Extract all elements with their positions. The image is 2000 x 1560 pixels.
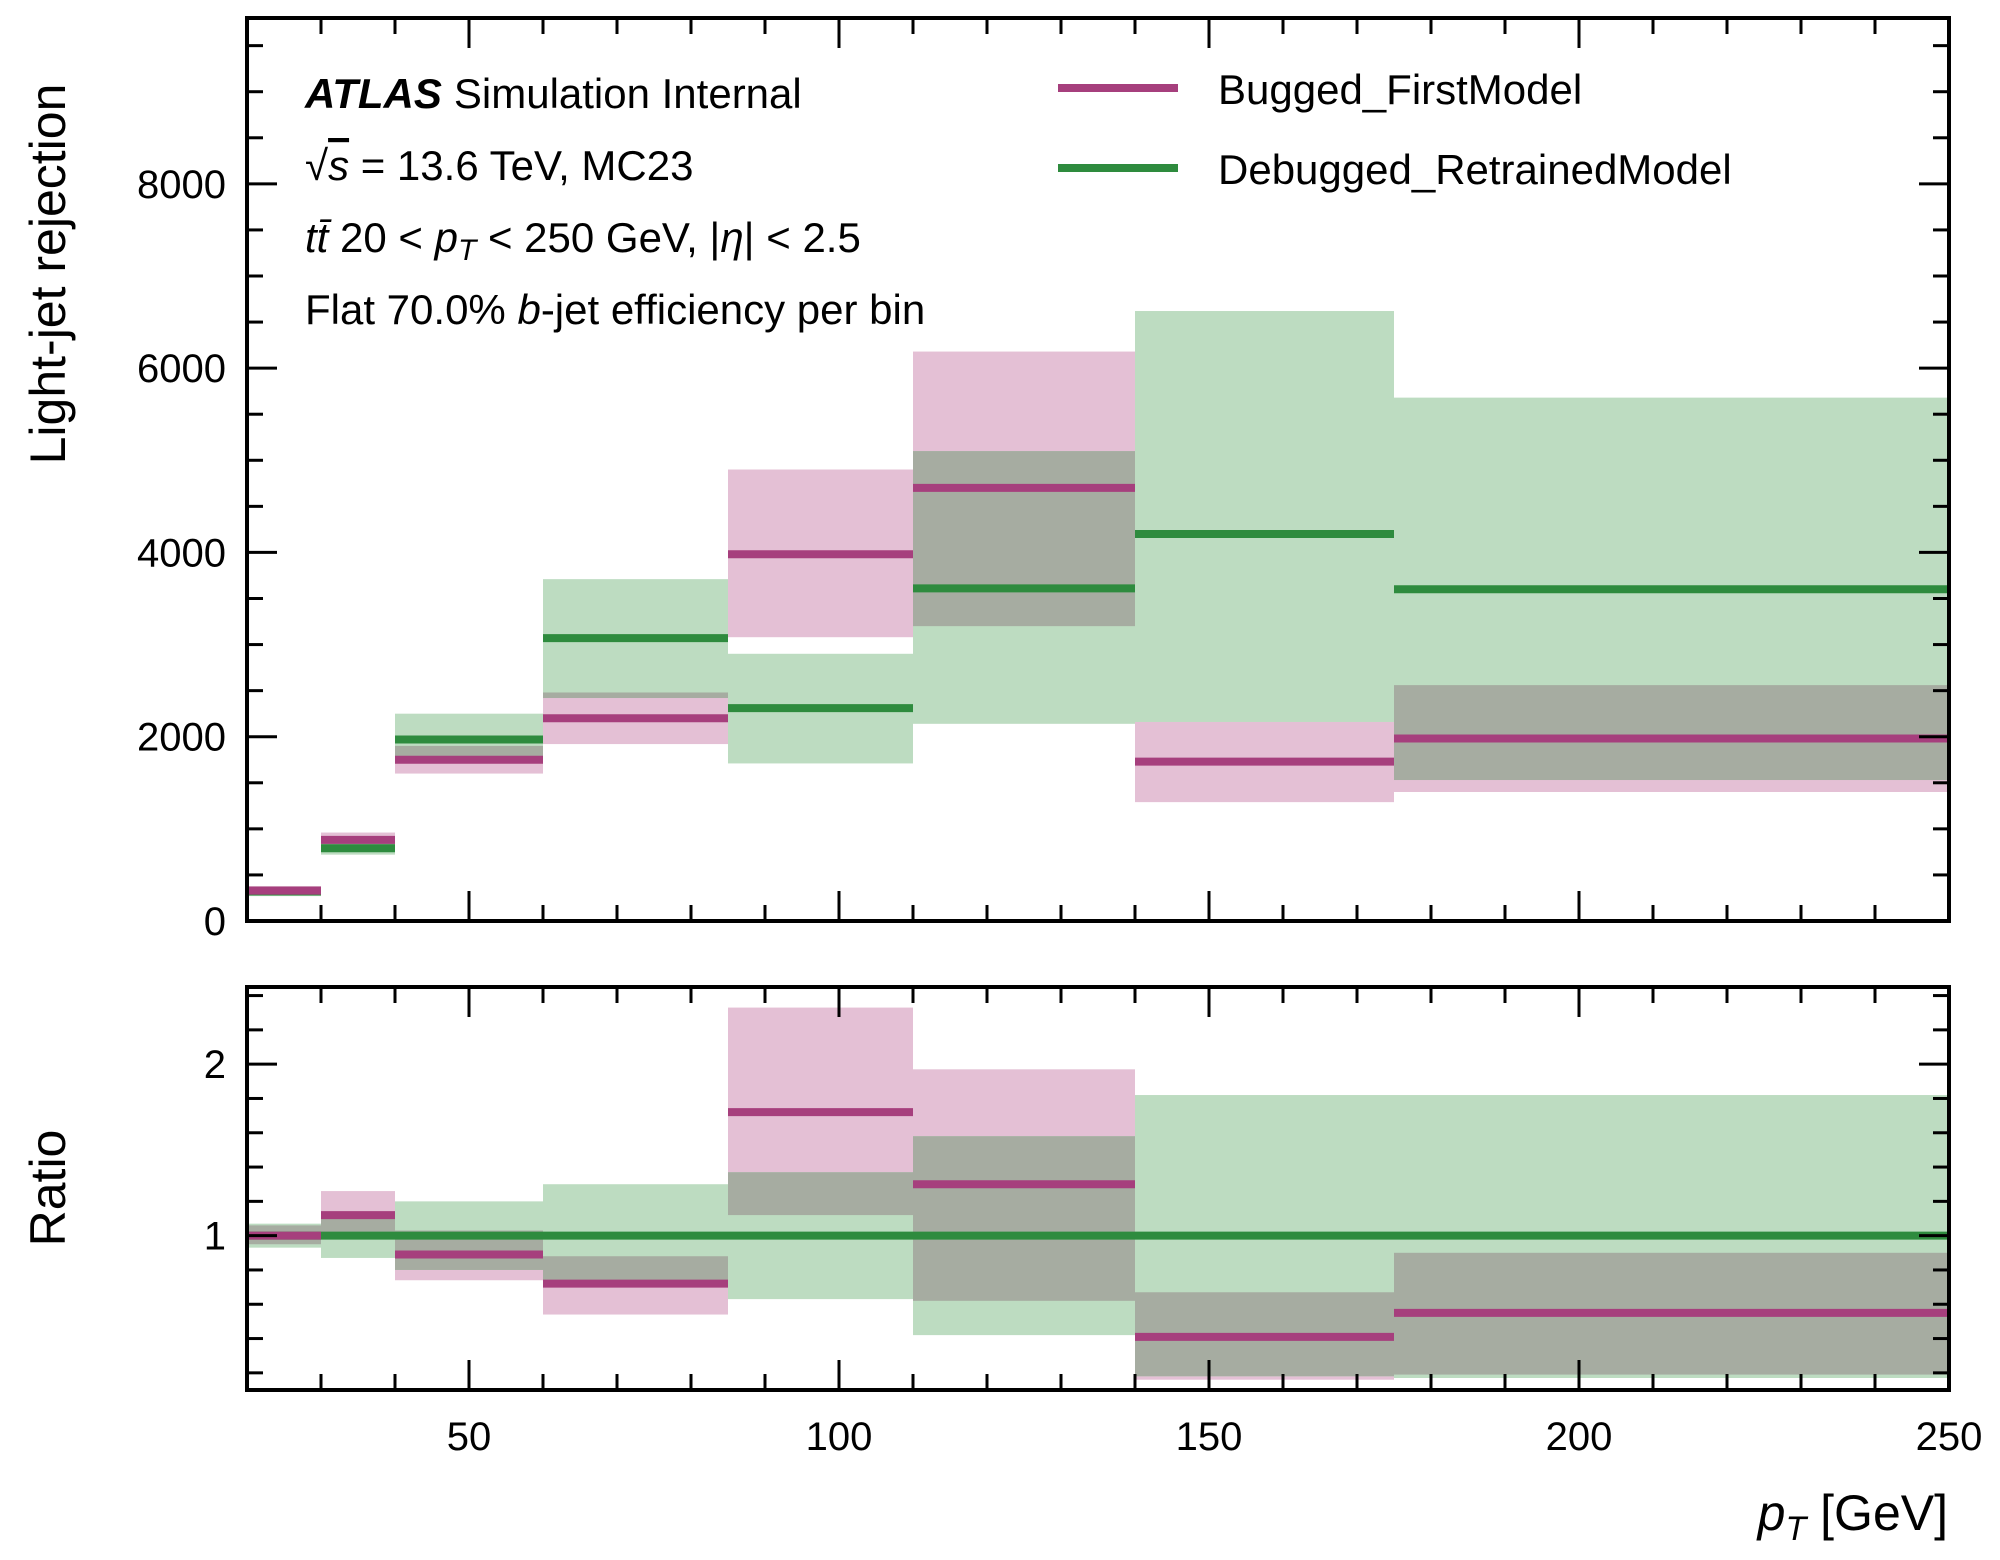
ratio-series-lines bbox=[247, 1108, 1949, 1341]
tick-labels: 50 100 150 200 250 0 2000 4000 6000 8000 1 2 bbox=[137, 163, 1982, 1459]
x-tick-label: 150 bbox=[1176, 1415, 1243, 1459]
main-uncertainty-bands bbox=[247, 311, 1949, 897]
legend-label-bugged: Bugged_FirstModel bbox=[1218, 66, 1582, 113]
x-tick-label: 100 bbox=[806, 1415, 873, 1459]
atlas-suffix: Simulation Internal bbox=[454, 70, 802, 117]
band-overlap bbox=[728, 1172, 913, 1216]
ratio-uncertainty-bands bbox=[247, 1007, 1949, 1380]
main-y-tick-label: 6000 bbox=[137, 347, 226, 391]
legend: Bugged_FirstModel Debugged_RetrainedMode… bbox=[1058, 66, 1732, 193]
ratio-y-tick-label: 1 bbox=[204, 1215, 226, 1259]
main-y-tick-label: 0 bbox=[204, 900, 226, 944]
band-overlap bbox=[1394, 685, 1949, 781]
main-y-axis-title: Light-jet rejection bbox=[20, 84, 76, 465]
efficiency-label: Flat 70.0% b-jet efficiency per bin bbox=[305, 286, 925, 333]
energy-label: √s = 13.6 TeV, MC23 bbox=[305, 142, 693, 189]
ratio-y-tick-label: 2 bbox=[204, 1043, 226, 1087]
ratio-y-axis-title: Ratio bbox=[20, 1130, 76, 1247]
x-axis-title: pT [GeV] bbox=[1756, 1485, 1948, 1548]
main-plot-frame bbox=[245, 16, 1951, 923]
band-overlap bbox=[395, 745, 543, 759]
band-overlap bbox=[543, 1256, 728, 1282]
atlas-word: ATLAS bbox=[304, 70, 442, 117]
ratio-plot-frame bbox=[245, 985, 1951, 1392]
x-tick-label: 200 bbox=[1546, 1415, 1613, 1459]
band-overlap bbox=[913, 451, 1135, 627]
selection-label: tt̄ 20 < pT < 250 GeV, |η| < 2.5 bbox=[305, 214, 861, 267]
main-y-tick-label: 2000 bbox=[137, 716, 226, 760]
band-overlap bbox=[913, 1136, 1135, 1301]
band-debugged bbox=[1135, 311, 1394, 722]
atlas-label: ATLAS Simulation Internal bbox=[304, 70, 802, 117]
main-y-tick-label: 8000 bbox=[137, 163, 226, 207]
band-overlap bbox=[543, 692, 728, 699]
main-series-lines bbox=[247, 483, 1949, 896]
x-tick-label: 50 bbox=[447, 1415, 492, 1459]
x-tick-label: 250 bbox=[1916, 1415, 1983, 1459]
main-y-tick-label: 4000 bbox=[137, 531, 226, 575]
legend-label-debugged: Debugged_RetrainedModel bbox=[1218, 146, 1732, 193]
